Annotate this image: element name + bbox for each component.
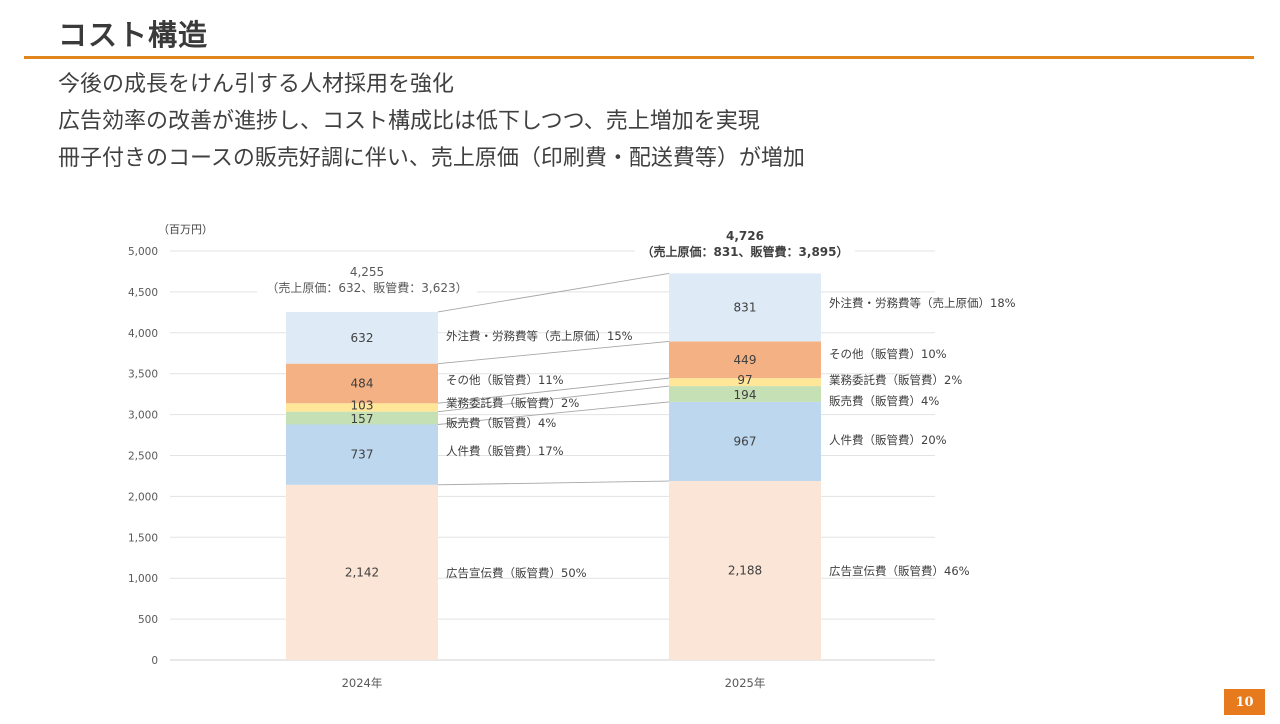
y-axis-unit-label: （百万円） [158,223,213,236]
series-share-label: 広告宣伝費（販管費）50% [446,566,587,580]
bar-segment [286,403,438,412]
y-tick-label: 3,500 [128,369,158,381]
bar-total-label: 4,726 [726,229,764,243]
y-tick-label: 1,500 [128,532,158,544]
bar-segment [286,411,438,425]
x-tick-label: 2025年 [725,676,766,690]
series-share-label: 販売費（販管費）4% [829,394,939,408]
bar-value-label: 967 [734,434,757,448]
connector-line [437,340,670,365]
bar-value-label: 632 [351,331,374,345]
y-tick-label: 3,000 [128,410,158,422]
y-tick-label: 2,000 [128,491,158,503]
bar-total-label: 4,255 [350,265,384,279]
bar-value-label: 157 [351,412,374,426]
page-title: コスト構造 [58,18,209,52]
page-number-badge: 10 [1224,689,1265,715]
series-share-label: その他（販管費）10% [829,347,947,361]
bar-value-label: 2,188 [728,564,762,578]
series-share-label: その他（販管費）11% [446,373,564,387]
connector-line [437,385,670,413]
connector-line [437,377,670,404]
series-share-label: 外注費・労務費等（売上原価）18% [829,296,1016,310]
summary-bullets: 今後の成長をけん引する人材採用を強化 広告効率の改善が進捗し、コスト構成比は低下… [58,66,805,177]
series-share-label: 人件費（販管費）17% [446,444,564,458]
bullet-text: 広告効率の改善が進捗し、コスト構成比は低下しつつ、売上増加を実現 [58,109,760,134]
series-share-label: 販売費（販管費）4% [446,416,556,430]
bar-value-label: 484 [351,376,374,390]
labels: （百万円） 0 500 1,000 1,500 2,000 2,500 3,000 3,500 4… [128,223,1016,690]
series-share-label: 人件費（販管費）20% [829,433,947,447]
bar-value-label: 2,142 [345,565,379,579]
total-label-background [257,280,477,296]
bar-value-label: 449 [734,353,757,367]
total-label-background [635,244,855,260]
y-tick-label: 4,500 [128,287,158,299]
bar-segment [669,386,821,402]
series-share-label: 業務委託費（販管費）2% [829,373,962,387]
y-tick-label: 5,000 [128,246,158,258]
connector-line [437,272,670,313]
bar-total-breakdown-label: （売上原価：632、販管費：3,623） [266,280,467,295]
bar-value-label: 194 [734,388,757,402]
y-tick-label: 4,000 [128,328,158,340]
y-tick-label: 2,500 [128,451,158,463]
bar-segment [669,341,821,379]
bullet-text: 冊子付きのコースの販売好調に伴い、売上原価（印刷費・配送費等）が増加 [58,146,805,171]
bar-value-label: 831 [734,300,757,314]
bar-segment [669,378,821,387]
bar-segment [669,273,821,342]
series-share-label: 業務委託費（販管費）2% [446,396,579,410]
title-divider [24,56,1254,59]
bar-segment [669,481,821,660]
bullet-text: 今後の成長をけん引する人材採用を強化 [58,72,455,97]
series-share-label: 広告宣伝費（販管費）46% [829,564,970,578]
y-tick-label: 0 [151,655,158,667]
y-tick-label: 1,000 [128,573,158,585]
bar-segment [286,424,438,485]
connector-line [437,480,670,486]
bar-value-label: 103 [351,398,374,412]
connector-line [437,401,670,425]
bar-segment [286,484,438,660]
y-tick-label: 500 [138,614,158,626]
bar-value-label: 97 [737,373,752,387]
connector-lines [437,272,670,486]
bar-segment [286,311,438,364]
bar-total-breakdown-label: （売上原価：831、販管費：3,895） [641,244,848,259]
bars [286,273,821,660]
bar-value-label: 737 [351,448,374,462]
x-tick-label: 2024年 [342,676,383,690]
bar-segment [286,363,438,404]
bar-segment [669,401,821,482]
series-share-label: 外注費・労務費等（売上原価）15% [446,329,633,343]
